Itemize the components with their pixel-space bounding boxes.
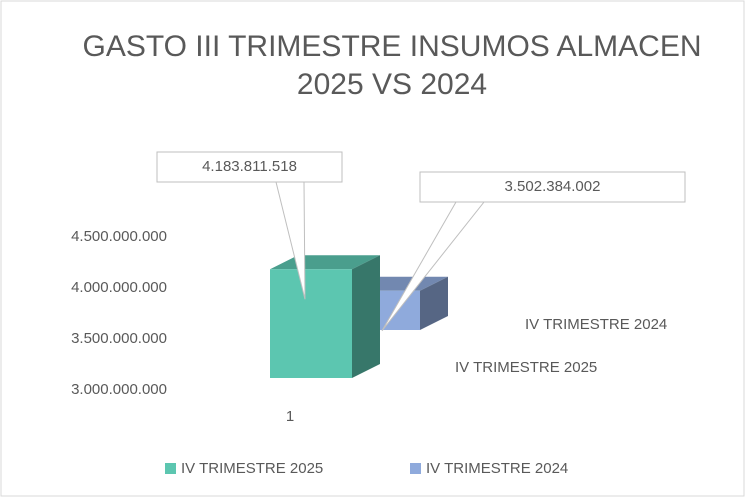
bar-side xyxy=(352,255,380,378)
value-label: 4.183.811.518 xyxy=(202,158,297,175)
callout-box xyxy=(419,171,686,203)
legend-swatch xyxy=(410,463,421,474)
y-tick-label: 3.000.000.000 xyxy=(71,381,167,398)
y-tick-label: 4.000.000.000 xyxy=(71,279,167,296)
y-tick-label: 4.500.000.000 xyxy=(71,228,167,245)
legend-label: IV TRIMESTRE 2024 xyxy=(426,460,568,477)
bar xyxy=(270,269,352,378)
x-tick-label: 1 xyxy=(286,408,294,425)
depth-label: IV TRIMESTRE 2024 xyxy=(525,316,667,333)
bar-side xyxy=(420,276,448,330)
value-label: 3.502.384.002 xyxy=(505,178,601,195)
y-tick-label: 3.500.000.000 xyxy=(71,330,167,347)
legend-swatch xyxy=(165,463,176,474)
callout-box xyxy=(156,151,343,183)
depth-label: IV TRIMESTRE 2025 xyxy=(455,359,597,376)
chart-title: GASTO III TRIMESTRE INSUMOS ALMACEN 2025 … xyxy=(83,30,702,101)
legend-label: IV TRIMESTRE 2025 xyxy=(181,460,323,477)
